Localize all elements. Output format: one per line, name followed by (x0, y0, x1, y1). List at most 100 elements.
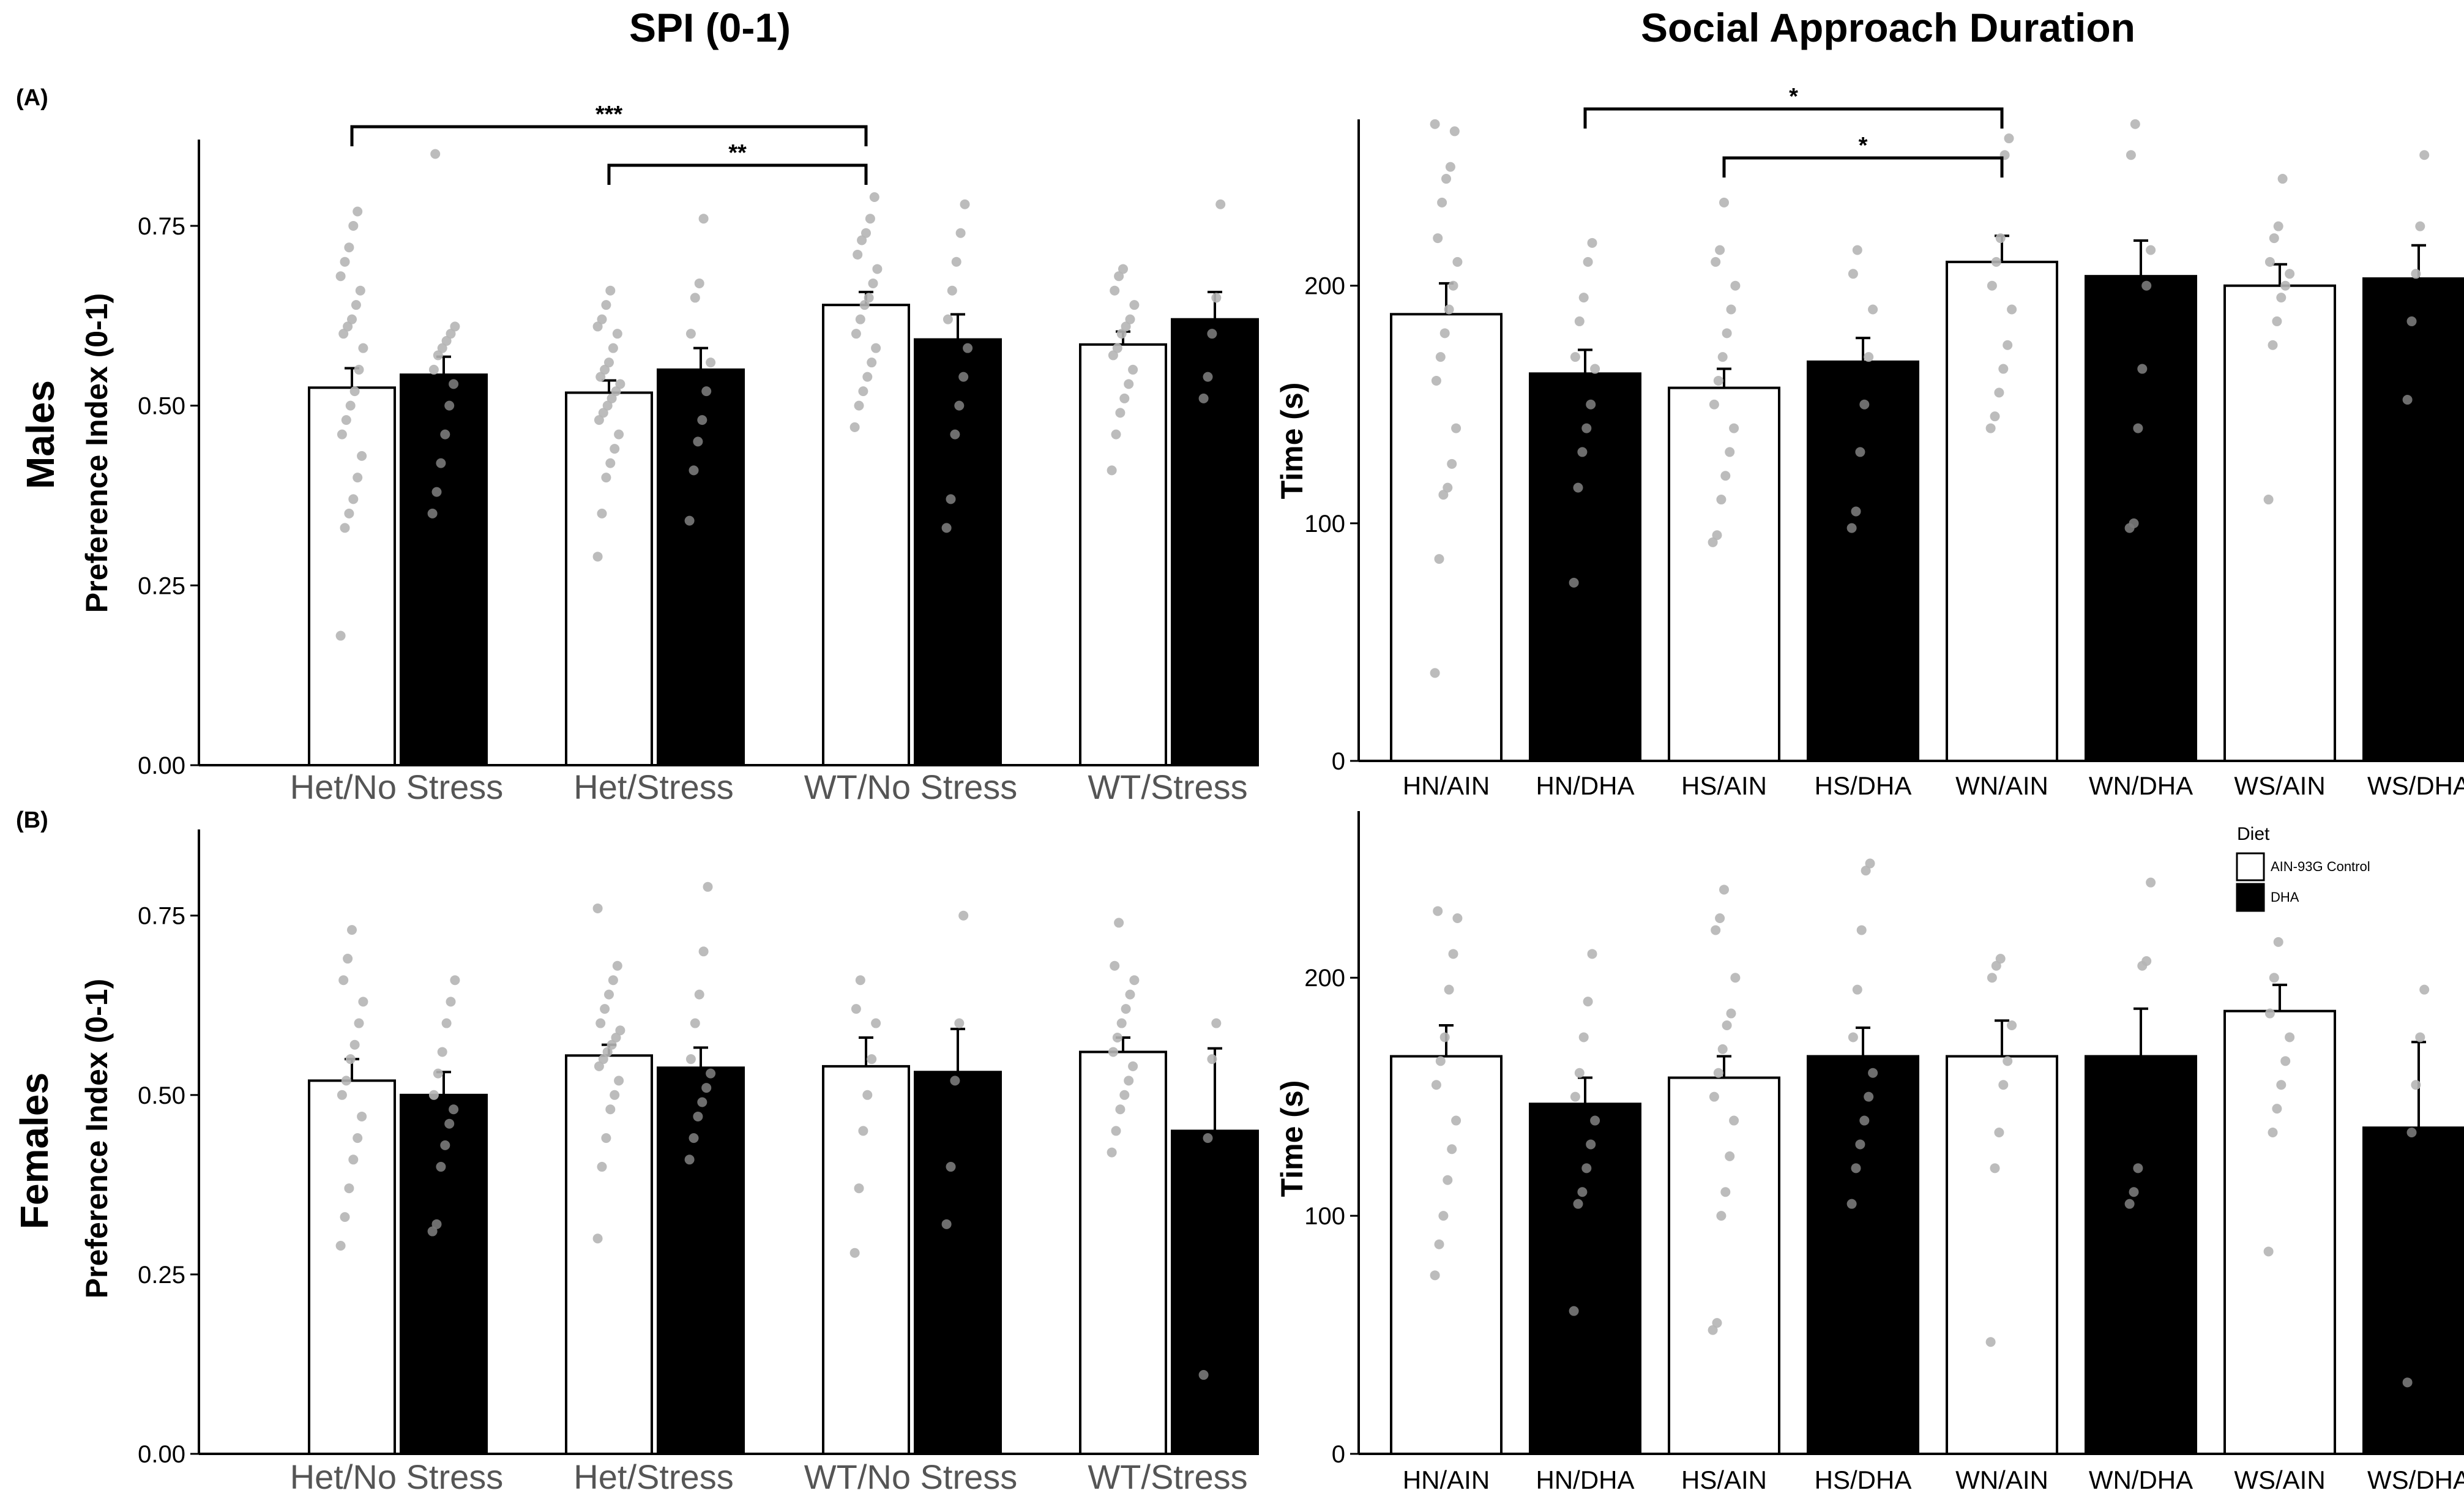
data-point (602, 1047, 613, 1057)
data-point (338, 329, 349, 339)
data-point (2007, 304, 2017, 315)
data-point (436, 458, 446, 468)
data-point (1846, 1199, 1857, 1209)
data-point (1578, 293, 1589, 303)
x-category-label: HS/AIN (1681, 771, 1767, 800)
data-point (1431, 1080, 1441, 1090)
data-point (943, 314, 953, 324)
data-point (1435, 1056, 1446, 1066)
data-point (601, 1133, 611, 1143)
data-point (2141, 280, 2152, 291)
data-point (433, 1068, 443, 1079)
data-point (1430, 1270, 1440, 1281)
data-point (1570, 1091, 1580, 1102)
bar (1529, 1102, 1641, 1456)
data-point (1726, 304, 1736, 315)
bar (1079, 343, 1167, 766)
data-point (1108, 1047, 1118, 1057)
data-point (592, 1233, 603, 1244)
data-point (955, 228, 966, 238)
data-point (1111, 429, 1121, 440)
data-point (859, 300, 870, 310)
data-point (1116, 329, 1127, 339)
data-point (1437, 197, 1447, 208)
data-point (344, 1183, 354, 1194)
y-tick-label: 0.75 (138, 903, 185, 930)
bar (565, 1054, 653, 1455)
data-point (2273, 937, 2283, 947)
data-point (592, 903, 603, 913)
bar (400, 373, 488, 766)
bar (822, 1065, 910, 1456)
data-point (849, 1248, 860, 1258)
data-point (1864, 1091, 1874, 1102)
data-point (690, 1018, 700, 1028)
data-point (698, 946, 709, 957)
data-point (430, 149, 441, 159)
data-point (854, 400, 864, 411)
data-point (446, 997, 456, 1007)
data-point (1451, 423, 1462, 433)
data-point (335, 1241, 346, 1251)
data-point (1851, 1163, 1861, 1173)
data-point (1447, 1144, 1457, 1155)
data-point (1448, 280, 1458, 291)
data-point (941, 523, 952, 533)
data-point (431, 487, 442, 497)
data-point (2415, 221, 2425, 231)
y-tick-label: 200 (1304, 965, 1345, 992)
data-point (610, 444, 620, 454)
x-category-label: HS/DHA (1815, 771, 1912, 800)
data-point (1730, 280, 1741, 291)
data-point (685, 329, 696, 339)
data-point (703, 881, 713, 892)
data-point (1994, 387, 2004, 398)
data-point (355, 285, 365, 296)
bar (2085, 275, 2197, 762)
data-point (2406, 316, 2417, 326)
data-point (2280, 1056, 2291, 1066)
y-tick-label: 0.50 (138, 1082, 185, 1109)
data-point (853, 249, 863, 260)
data-point (1121, 1004, 1131, 1014)
data-point (946, 1162, 956, 1172)
data-point (1444, 304, 1454, 315)
data-point (440, 1140, 450, 1150)
data-point (1711, 256, 1721, 267)
legend-swatch-control (2236, 852, 2265, 881)
data-point (1443, 482, 1453, 493)
legend-label-control: AIN-93G Control (2271, 859, 2370, 874)
data-point (1198, 393, 1209, 403)
data-point (607, 1039, 617, 1050)
data-point (684, 1155, 695, 1165)
data-point (1211, 1018, 1222, 1028)
data-point (950, 429, 960, 440)
y-tick-label: 0.00 (138, 752, 185, 779)
data-point (1708, 1325, 1718, 1335)
data-point (1124, 1076, 1134, 1086)
data-point (2263, 495, 2274, 505)
bar (2362, 277, 2464, 762)
data-point (338, 975, 349, 986)
data-point (2419, 150, 2430, 160)
data-point (1569, 1306, 1579, 1316)
data-point (1590, 364, 1600, 374)
bar (308, 1079, 396, 1455)
data-point (341, 415, 351, 425)
chart-sad-males: 0 100 200 Time (s) HN/AIN HN/DHA HS/AIN HS/DHA W… (1275, 84, 2464, 800)
data-point (2004, 133, 2014, 144)
data-point (861, 228, 871, 238)
x-category-label: WS/AIN (2234, 1465, 2325, 1494)
data-point (595, 1018, 606, 1028)
data-point (867, 1054, 877, 1065)
data-point (614, 429, 624, 440)
data-point (1115, 408, 1126, 418)
data-point (1995, 233, 2006, 244)
bar (914, 1071, 1002, 1455)
data-point (1577, 447, 1588, 457)
data-point (1116, 1018, 1127, 1028)
data-point (1452, 256, 1463, 267)
data-point (1110, 285, 1120, 296)
data-point (1998, 1080, 2009, 1090)
data-point (690, 293, 700, 303)
